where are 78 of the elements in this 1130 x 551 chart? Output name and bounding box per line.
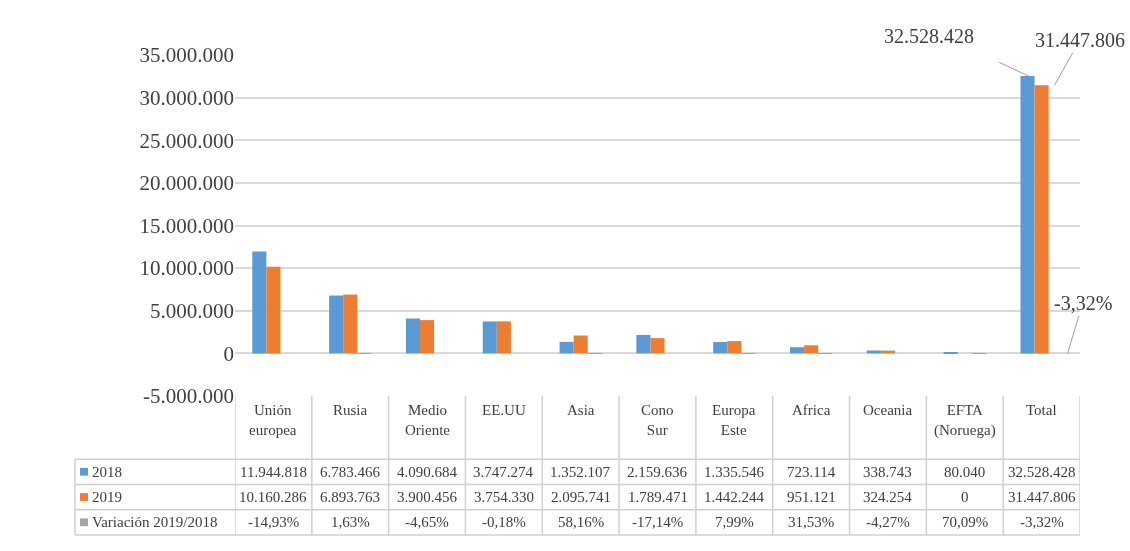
data-label: 6.783.466 (320, 464, 381, 480)
data-label: 951.121 (787, 489, 836, 505)
x-tick-label: EE.UU (482, 402, 526, 418)
data-label: -14,93% (248, 514, 300, 530)
bar (713, 341, 728, 354)
data-label: 11.944.818 (240, 464, 307, 480)
bar (496, 321, 511, 354)
bar (790, 347, 805, 354)
data-label: 6.893.763 (320, 489, 380, 505)
data-label: 324.254 (863, 489, 913, 505)
data-label: 1.335.546 (704, 464, 765, 480)
data-label: 80.040 (944, 464, 986, 480)
data-label: 31,53% (788, 514, 835, 530)
data-label: 70,09% (942, 514, 989, 530)
bar (559, 341, 574, 354)
x-tick-label: Asia (567, 402, 595, 418)
y-tick-label: 0 (223, 341, 234, 366)
data-label: 1.442.244 (704, 489, 765, 505)
x-tick-label: Medio Oriente (405, 402, 451, 438)
data-label: -4,27% (866, 514, 910, 530)
bar (343, 294, 358, 354)
data-label: 3.900.456 (397, 489, 458, 505)
data-label: -4,65% (405, 514, 449, 530)
data-label: 58,16% (558, 514, 605, 530)
data-label: 2.159.636 (627, 464, 688, 480)
data-label: 338.743 (863, 464, 912, 480)
data-label: 3.747.274 (473, 464, 534, 480)
data-label: 1.352.107 (550, 464, 611, 480)
legend-label: 2018 (92, 464, 122, 480)
x-tick-label: Total (1026, 402, 1057, 418)
x-tick-label: Africa (792, 402, 831, 418)
legend-label: 2019 (92, 489, 122, 505)
x-tick-label: Oceania (863, 402, 913, 418)
data-label: 1.789.471 (628, 489, 688, 505)
y-tick-label: 25.000.000 (139, 128, 234, 153)
data-label: -3,32% (1020, 514, 1064, 530)
y-tick-label: 35.000.000 (139, 43, 234, 68)
data-label: -17,14% (632, 514, 684, 530)
data-label: 2.095.741 (551, 489, 611, 505)
data-label: 32.528.428 (1008, 464, 1076, 480)
annotation: -3,32% (1054, 292, 1113, 314)
y-tick-label: 20.000.000 (139, 171, 234, 196)
data-label: 3.754.330 (474, 489, 534, 505)
bar (482, 321, 497, 354)
bar (252, 251, 267, 354)
x-tick-label: Cono Sur (641, 402, 674, 438)
bar (804, 345, 819, 354)
bar (420, 320, 435, 354)
data-label: 31.447.806 (1008, 489, 1076, 505)
y-tick-label: 15.000.000 (139, 213, 234, 238)
bar (636, 334, 651, 354)
x-tick-label: EFTA (Noruega) (934, 402, 996, 439)
bar (1020, 76, 1035, 354)
text: 31.447.806 (1035, 29, 1125, 51)
bar (1034, 85, 1049, 354)
bar (329, 295, 344, 354)
data-label: 723.114 (787, 464, 836, 480)
data-label: 0 (961, 489, 969, 505)
data-label: -0,18% (482, 514, 526, 530)
bar (866, 350, 881, 354)
y-tick-label: 5.000.000 (150, 299, 234, 324)
bar (405, 318, 420, 354)
x-tick-label: Unión europea (249, 402, 297, 438)
data-label: 7,99% (715, 514, 754, 530)
bar (650, 338, 665, 354)
x-tick-label: Rusia (333, 402, 368, 418)
x-tick-label: Europa Este (712, 402, 756, 438)
y-tick-label: -5.000.000 (143, 384, 234, 409)
y-tick-label: 30.000.000 (139, 85, 234, 110)
y-tick-label: 10.000.000 (139, 256, 234, 281)
data-label: 4.090.684 (397, 464, 458, 480)
text: 32.528.428 (884, 25, 974, 47)
data-label: 1,63% (331, 514, 370, 530)
bar (266, 266, 281, 354)
data-label: 10.160.286 (239, 489, 307, 505)
legend-label: Variación 2019/2018 (92, 514, 218, 530)
bar (573, 335, 588, 354)
bar (727, 341, 742, 354)
